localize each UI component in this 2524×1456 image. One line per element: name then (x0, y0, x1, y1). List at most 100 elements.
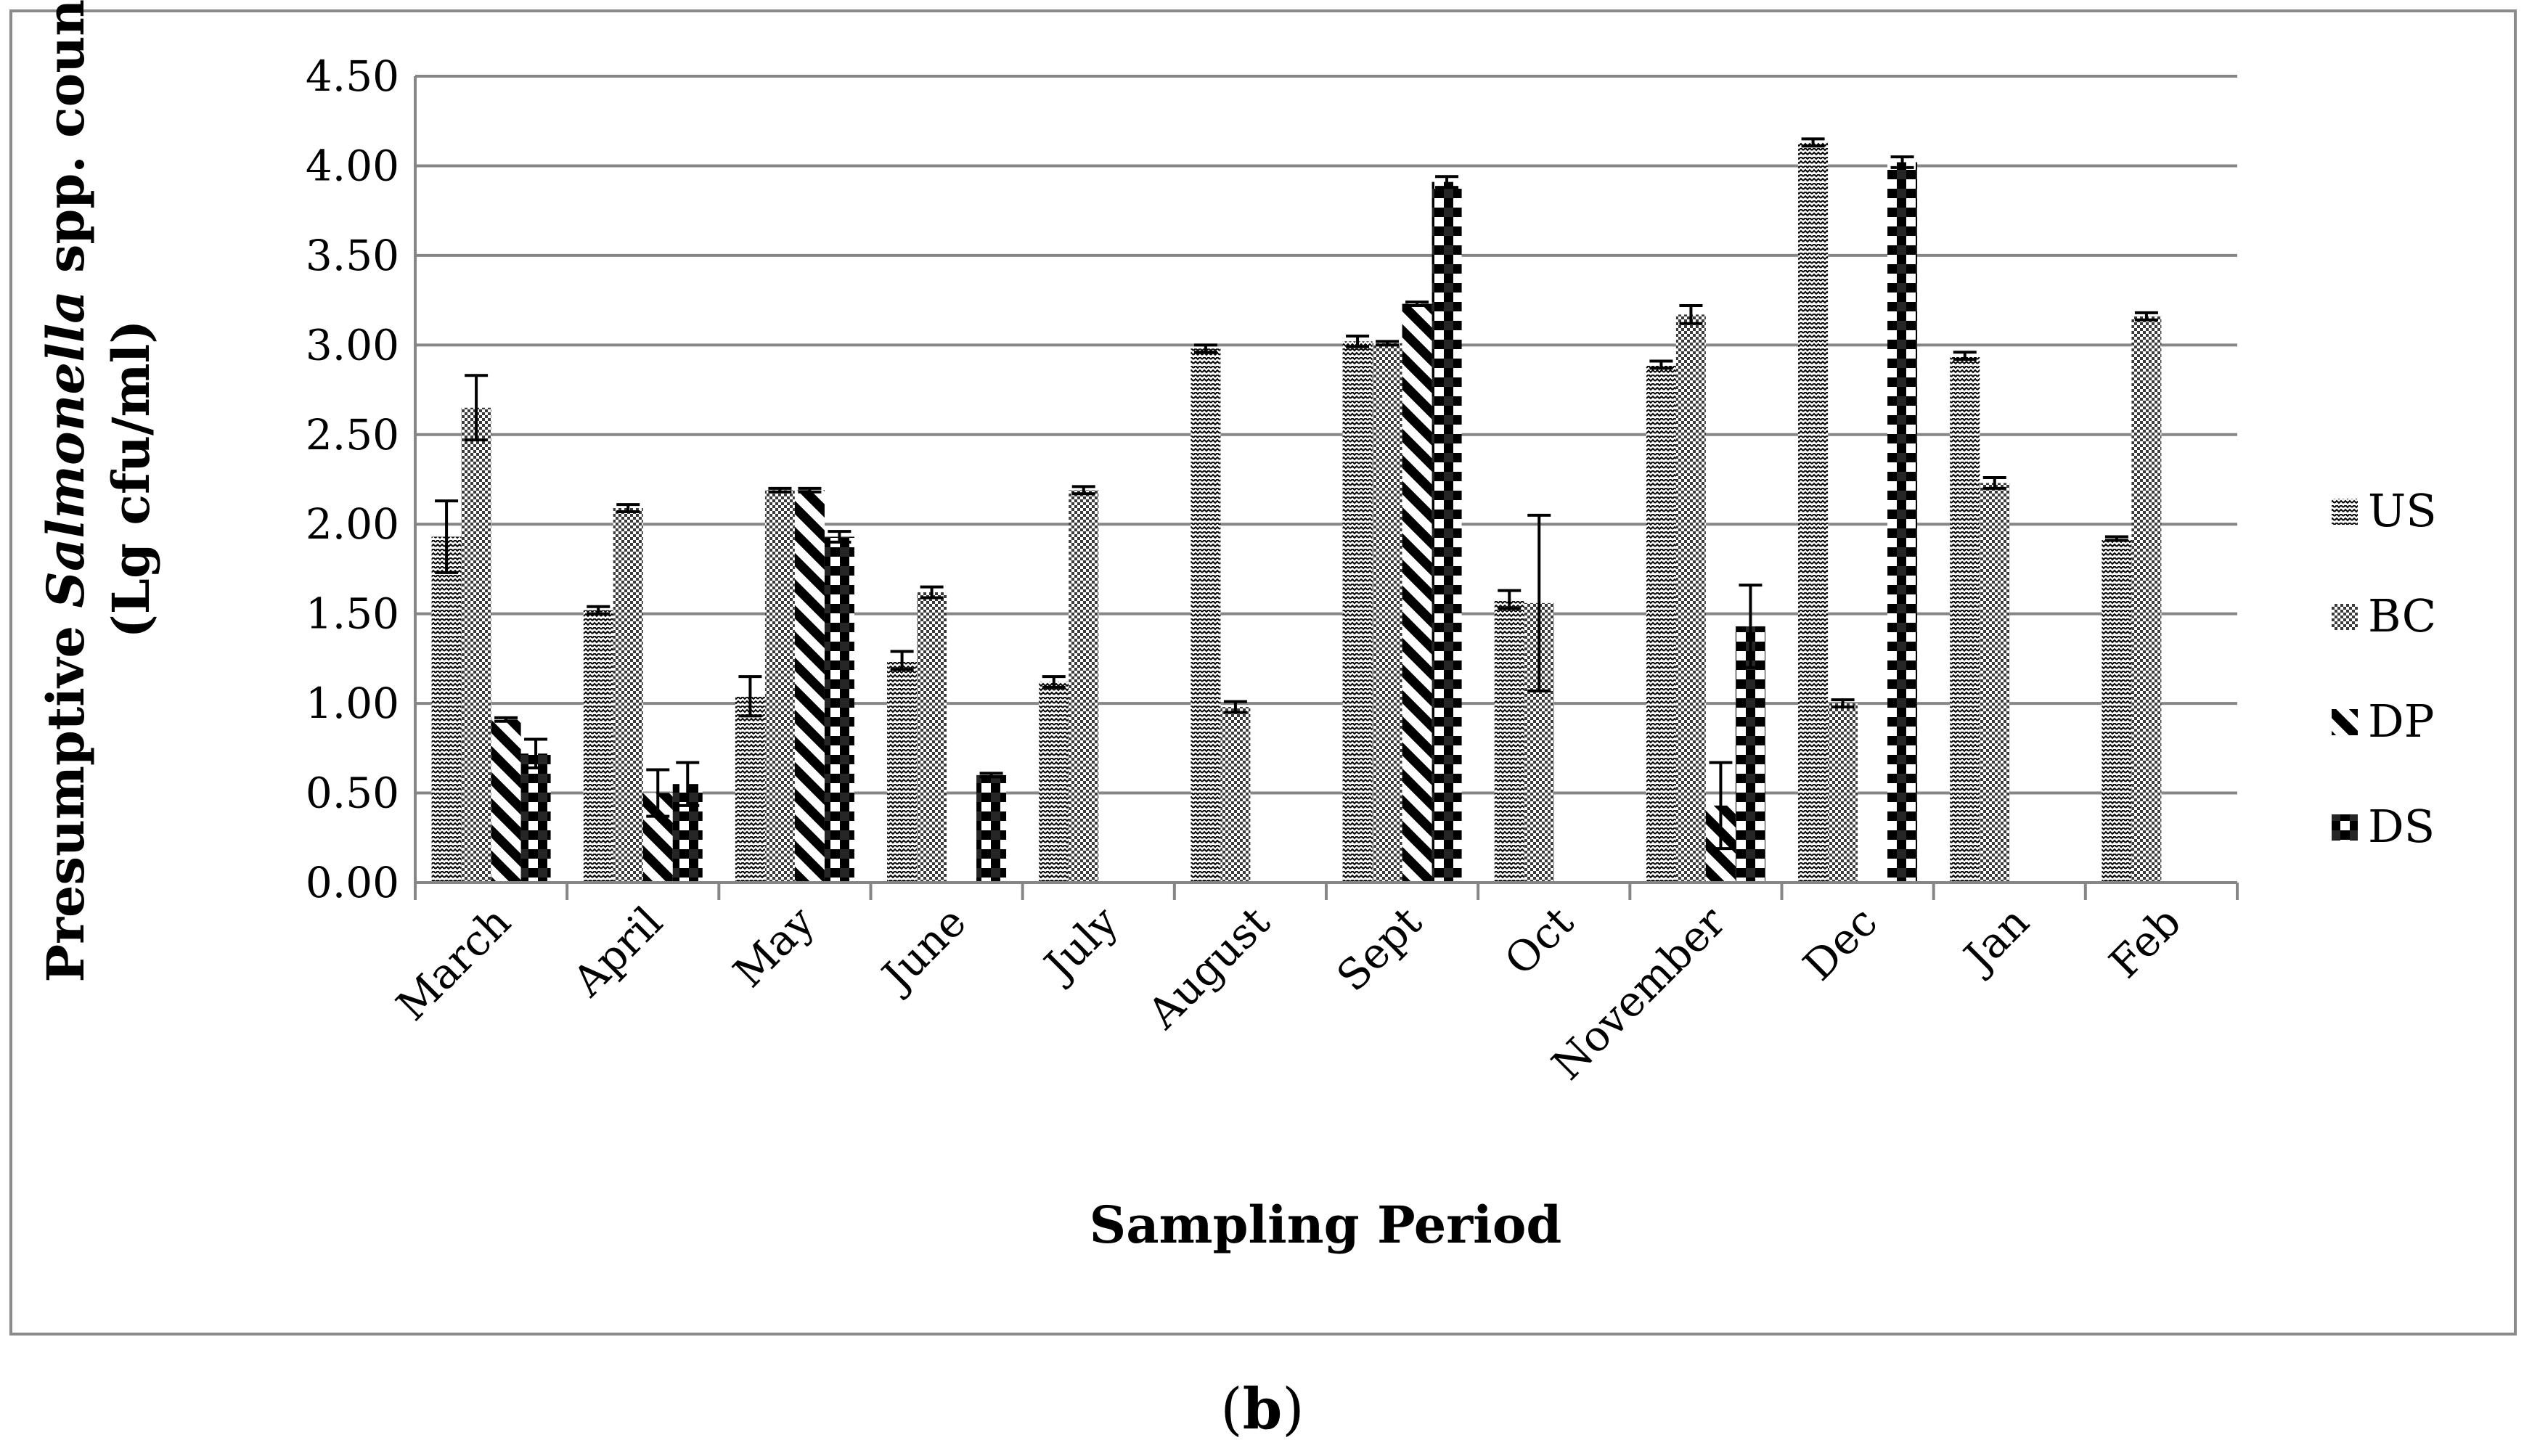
axes (414, 76, 2239, 900)
error-bar (676, 761, 700, 807)
chart-frame (9, 9, 2517, 1336)
error-bar (1223, 700, 1247, 714)
legend: US BC DP DS (2332, 484, 2437, 853)
error-bar (1739, 584, 1763, 669)
bars (431, 142, 2162, 883)
figure-caption: (b) (1220, 1376, 1304, 1442)
y-tick-label: 3.00 (306, 320, 399, 369)
y-axis-title: Presumptive Salmonella spp. count(Lg cfu… (36, 0, 161, 982)
bar-us-august (1190, 348, 1221, 883)
error-bar (1435, 175, 1459, 189)
bar-bc-march (461, 407, 491, 883)
error-bar (1042, 675, 1066, 689)
error-bar (1709, 761, 1733, 851)
error-bar (738, 675, 762, 718)
legend-item-bc: BC (2332, 589, 2436, 642)
bar-us-dec (1798, 142, 1829, 883)
legend-swatch (2332, 499, 2358, 525)
gridlines (415, 75, 2237, 795)
bar-us-sept (1342, 341, 1373, 883)
y-tick-label: 3.50 (306, 231, 399, 280)
error-bar (1527, 513, 1551, 692)
error-bar (1498, 589, 1522, 610)
legend-label: US (2368, 484, 2437, 537)
y-tick-label: 1.00 (306, 679, 399, 728)
error-bars (435, 137, 2158, 851)
bar-bc-august (1220, 707, 1251, 883)
x-axis-title: Sampling Period (1090, 1195, 1562, 1255)
error-bar (616, 503, 640, 513)
y-tick-label: 4.50 (306, 52, 399, 101)
bar-us-june (887, 660, 918, 883)
y-tick-label: 2.50 (306, 410, 399, 459)
legend-label: DS (2368, 800, 2435, 853)
bar-us-november (1646, 364, 1676, 883)
legend-item-us: US (2332, 484, 2437, 537)
error-bar (1953, 351, 1977, 361)
error-bar (1890, 155, 1914, 169)
legend-swatch (2332, 604, 2358, 630)
bar-bc-april (613, 508, 643, 883)
bar-bc-sept (1372, 343, 1402, 883)
legend-swatch (2332, 709, 2358, 735)
bar-ds-sept (1432, 181, 1462, 883)
error-bar (1679, 304, 1703, 325)
error-bar (1649, 359, 1673, 370)
error-bar (1376, 340, 1400, 347)
bar-us-oct (1494, 599, 1524, 883)
error-bar (2104, 535, 2128, 542)
error-bar (828, 530, 851, 544)
bar-ds-june (976, 774, 1007, 883)
bar-dp-march (491, 719, 521, 883)
y-tick-label: 4.00 (306, 141, 399, 190)
bar-ds-may (824, 536, 854, 883)
bar-ds-march (520, 753, 551, 883)
error-bar (1405, 300, 1429, 308)
error-bar (979, 772, 1003, 779)
bar-dp-may (794, 490, 825, 883)
bar-us-feb (2102, 538, 2132, 883)
legend-label: DP (2368, 695, 2434, 748)
bar-bc-june (917, 592, 947, 883)
error-bar (524, 737, 548, 769)
bar-bc-may (764, 490, 795, 883)
error-bar (494, 716, 518, 723)
bar-us-april (583, 610, 613, 883)
bar-ds-dec (1887, 162, 1918, 883)
error-bar (2134, 311, 2158, 322)
error-bar (1193, 343, 1217, 354)
legend-swatch (2332, 814, 2358, 841)
error-bar (1071, 485, 1095, 496)
bar-bc-november (1675, 314, 1706, 883)
error-bar (1801, 137, 1825, 148)
bar-us-may (735, 696, 765, 883)
error-bar (435, 499, 459, 574)
error-bar (1346, 334, 1370, 348)
bar-bc-jan (1980, 483, 2010, 883)
bar-us-july (1039, 682, 1069, 883)
bar-bc-dec (1828, 703, 1858, 883)
bar-us-march (431, 536, 462, 883)
legend-label: BC (2368, 589, 2436, 642)
bar-us-jan (1950, 356, 1980, 883)
y-tick-label: 0.00 (306, 858, 399, 907)
bar-bc-july (1069, 490, 1099, 883)
bar-bc-feb (2131, 316, 2162, 883)
error-bar (465, 374, 489, 442)
error-bar (1982, 476, 2006, 490)
legend-item-dp: DP (2332, 695, 2434, 748)
y-tick-label: 0.50 (306, 769, 399, 818)
error-bar (646, 768, 670, 818)
legend-item-ds: DS (2332, 800, 2435, 853)
bar-dp-sept (1402, 303, 1432, 883)
error-bar (890, 650, 914, 671)
y-tick-label: 2.00 (306, 499, 399, 549)
bar-ds-november (1735, 626, 1765, 883)
error-bar (587, 605, 610, 615)
y-tick-label: 1.50 (306, 589, 399, 639)
error-bar (798, 486, 822, 494)
error-bar (920, 585, 944, 600)
y-axis-ticks: 0.00 0.50 1.00 1.50 2.00 2.50 3.00 3.50 4.00 4.50 (306, 52, 399, 907)
error-bar (768, 486, 792, 494)
